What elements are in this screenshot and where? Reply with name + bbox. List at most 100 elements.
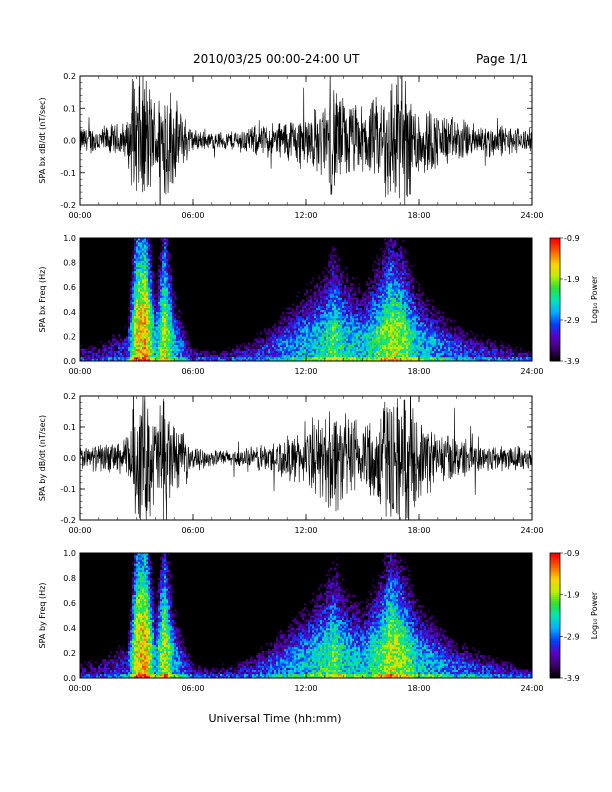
spectrogram-cell <box>342 356 345 360</box>
spectrogram-cell <box>380 285 383 288</box>
spectrogram-cell <box>398 317 401 321</box>
spectrogram-cell <box>162 244 165 247</box>
spectrogram-cell <box>128 350 131 354</box>
spectrogram-cell <box>382 260 385 263</box>
spectrogram-cell <box>288 311 291 315</box>
spectrogram-cell <box>136 293 139 296</box>
spectrogram-cell <box>378 332 381 335</box>
spectrogram-cell <box>378 295 381 298</box>
spectrogram-cell <box>330 283 333 286</box>
spectrogram-cell <box>136 299 139 302</box>
spectrogram-cell <box>266 358 269 362</box>
spectrogram-cell <box>286 342 289 345</box>
spectrogram-cell <box>382 350 385 354</box>
spectrogram-cell <box>258 336 261 339</box>
spectrogram-cell <box>400 254 403 257</box>
spectrogram-cell <box>410 303 413 306</box>
spectrogram-cell <box>168 264 171 267</box>
spectrogram-cell <box>136 315 139 319</box>
spectrogram-cell <box>208 350 211 354</box>
spectrogram-cell <box>116 352 119 356</box>
spectrogram-cell <box>248 342 251 345</box>
spectrogram-cell <box>110 352 113 356</box>
spectrogram-cell <box>326 317 329 321</box>
spectrogram-cell <box>292 342 295 345</box>
spectrogram-cell <box>320 291 323 294</box>
spectrogram-cell <box>440 348 443 352</box>
spectrogram-cell <box>326 324 329 327</box>
spectrogram-cell <box>378 352 381 356</box>
spectrogram-cell <box>384 258 387 261</box>
spectrogram-cell <box>154 305 157 308</box>
spectrogram-cell <box>294 313 297 317</box>
spectrogram-cell <box>162 344 165 347</box>
spectrogram-cell <box>150 350 153 354</box>
spectrogram-cell <box>112 344 115 347</box>
spectrogram-cell <box>162 266 165 270</box>
spectrogram-cell <box>410 324 413 327</box>
spectrogram-cell <box>334 293 337 296</box>
spectrogram-cell <box>378 354 381 358</box>
spectrogram-cell <box>122 352 125 356</box>
spectrogram-cell <box>180 340 183 343</box>
spectrogram-cell <box>414 305 417 308</box>
spectrogram-cell <box>284 346 287 349</box>
spectrogram-cell <box>216 356 219 360</box>
spectrogram-cell <box>246 352 249 356</box>
spectrogram-cell <box>320 330 323 333</box>
spectrogram-cell <box>166 326 169 329</box>
spectrogram-cell <box>156 324 159 327</box>
spectrogram-cell <box>136 332 139 335</box>
spectrogram-cell <box>356 309 359 313</box>
spectrogram-cell <box>336 348 339 352</box>
spectrogram-cell <box>182 326 185 329</box>
spectrogram-cell <box>356 330 359 333</box>
spectrogram-cell <box>338 326 341 329</box>
spectrogram-cell <box>346 289 349 292</box>
spectrogram-cell <box>398 268 401 272</box>
spectrogram-cell <box>92 358 95 362</box>
spectrogram-cell <box>162 328 165 331</box>
spectrogram-cell <box>332 346 335 349</box>
spectrogram-cell <box>384 336 387 339</box>
spectrogram-cell <box>384 344 387 347</box>
spectrogram-cell <box>412 326 415 329</box>
spectrogram-cell <box>308 305 311 308</box>
spectrogram-cell <box>144 336 147 339</box>
spectrogram-cell <box>150 356 153 360</box>
spectrogram-cell <box>134 311 137 315</box>
spectrogram-cell <box>438 326 441 329</box>
spectrogram-cell <box>130 348 133 352</box>
spectrogram-cell <box>174 317 177 321</box>
spectrogram-cell <box>158 281 161 284</box>
spectrogram-cell <box>396 289 399 292</box>
spectrogram-cell <box>388 299 391 302</box>
spectrogram-cell <box>330 352 333 356</box>
spectrogram-cell <box>416 301 419 304</box>
spectrogram-cell <box>148 256 151 259</box>
spectrogram-cell <box>328 283 331 286</box>
spectrogram-cell <box>436 356 439 360</box>
spectrogram-cell <box>398 285 401 288</box>
spectrogram-cell <box>426 350 429 354</box>
spectrogram-cell <box>412 352 415 356</box>
spectrogram-cell <box>164 324 167 327</box>
spectrogram-cell <box>314 334 317 337</box>
spectrogram-cell <box>302 303 305 306</box>
spectrogram-cell <box>314 354 317 358</box>
spectrogram-cell <box>166 358 169 362</box>
spectrogram-cell <box>148 276 151 280</box>
spectrogram-cell <box>402 283 405 286</box>
spectrogram-cell <box>358 326 361 329</box>
spectrogram-cell <box>384 356 387 360</box>
spectrogram-cell <box>136 305 139 308</box>
spectrogram-cell <box>338 309 341 313</box>
spectrogram-cell <box>408 285 411 288</box>
spectrogram-cell <box>204 352 207 356</box>
spectrogram-cell <box>320 303 323 306</box>
spectrogram-cell <box>228 356 231 360</box>
spectrogram-cell <box>264 352 267 356</box>
spectrogram-cell <box>160 356 163 360</box>
spectrogram-cell <box>410 328 413 331</box>
spectrogram-cell <box>342 309 345 313</box>
